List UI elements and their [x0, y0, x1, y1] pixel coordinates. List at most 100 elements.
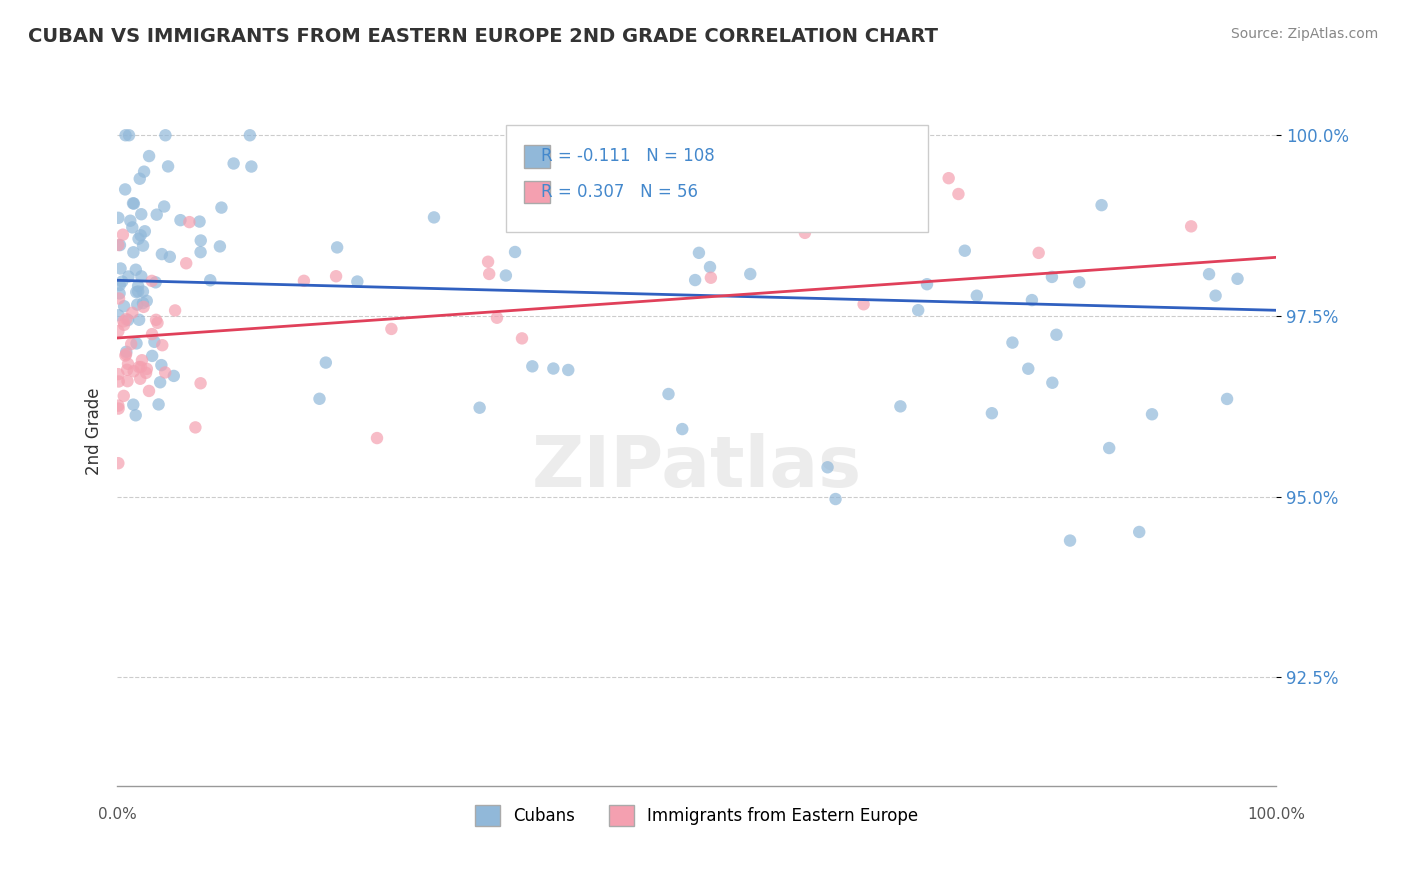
- Immigrants from Eastern Europe: [117, 374, 139, 388]
- Cubans: [141, 349, 163, 363]
- Cubans: [503, 245, 526, 260]
- Cubans: [889, 400, 911, 414]
- Cubans: [125, 336, 148, 351]
- Cubans: [673, 211, 696, 225]
- Immigrants from Eastern Europe: [617, 218, 640, 232]
- Cubans: [129, 228, 152, 243]
- Cubans: [1140, 407, 1163, 421]
- Immigrants from Eastern Europe: [117, 357, 139, 371]
- Cubans: [495, 268, 517, 283]
- Cubans: [145, 208, 167, 222]
- Cubans: [1059, 533, 1081, 548]
- Cubans: [620, 218, 643, 232]
- Cubans: [1226, 272, 1249, 286]
- Immigrants from Eastern Europe: [1180, 219, 1202, 234]
- Cubans: [209, 201, 232, 215]
- Cubans: [118, 128, 141, 143]
- Cubans: [122, 245, 145, 260]
- Immigrants from Eastern Europe: [128, 359, 150, 374]
- Cubans: [148, 397, 170, 411]
- Cubans: [127, 297, 149, 311]
- Immigrants from Eastern Europe: [107, 456, 129, 470]
- Immigrants from Eastern Europe: [325, 269, 347, 284]
- Cubans: [122, 398, 145, 412]
- Cubans: [132, 164, 155, 178]
- Cubans: [125, 409, 148, 423]
- Immigrants from Eastern Europe: [292, 274, 315, 288]
- Cubans: [150, 358, 173, 372]
- Cubans: [108, 238, 131, 252]
- Cubans: [125, 262, 148, 277]
- Cubans: [114, 182, 136, 196]
- Cubans: [915, 277, 938, 292]
- Cubans: [315, 355, 337, 369]
- Cubans: [143, 334, 166, 349]
- Immigrants from Eastern Europe: [135, 362, 157, 376]
- Cubans: [222, 156, 245, 170]
- Immigrants from Eastern Europe: [938, 171, 960, 186]
- Immigrants from Eastern Europe: [115, 312, 138, 326]
- Cubans: [208, 239, 231, 253]
- Cubans: [132, 285, 155, 299]
- Cubans: [145, 276, 167, 290]
- Cubans: [1098, 441, 1121, 455]
- Cubans: [543, 361, 565, 376]
- Immigrants from Eastern Europe: [111, 227, 134, 242]
- Cubans: [188, 214, 211, 228]
- Immigrants from Eastern Europe: [380, 322, 402, 336]
- Immigrants from Eastern Europe: [145, 313, 167, 327]
- Cubans: [824, 491, 846, 506]
- Immigrants from Eastern Europe: [112, 318, 135, 332]
- Cubans: [159, 250, 181, 264]
- Cubans: [149, 376, 172, 390]
- Immigrants from Eastern Europe: [107, 375, 129, 389]
- Cubans: [163, 368, 186, 383]
- Immigrants from Eastern Europe: [107, 401, 129, 416]
- Cubans: [1017, 361, 1039, 376]
- Cubans: [346, 275, 368, 289]
- Immigrants from Eastern Europe: [366, 431, 388, 445]
- Cubans: [110, 261, 132, 276]
- Immigrants from Eastern Europe: [132, 300, 155, 314]
- Cubans: [1216, 392, 1239, 406]
- Text: R = 0.307   N = 56: R = 0.307 N = 56: [541, 183, 699, 201]
- Cubans: [1045, 327, 1067, 342]
- Immigrants from Eastern Europe: [478, 267, 501, 281]
- Cubans: [522, 359, 544, 374]
- Cubans: [117, 269, 139, 284]
- Immigrants from Eastern Europe: [115, 347, 138, 361]
- Legend: Cubans, Immigrants from Eastern Europe: Cubans, Immigrants from Eastern Europe: [467, 797, 927, 834]
- Immigrants from Eastern Europe: [174, 256, 197, 270]
- Text: R = -0.111   N = 108: R = -0.111 N = 108: [541, 147, 716, 165]
- Immigrants from Eastern Europe: [700, 270, 723, 285]
- Cubans: [190, 245, 212, 260]
- Immigrants from Eastern Europe: [121, 306, 143, 320]
- Cubans: [907, 303, 929, 318]
- Immigrants from Eastern Europe: [114, 349, 136, 363]
- Immigrants from Eastern Europe: [107, 367, 129, 381]
- Immigrants from Eastern Europe: [150, 338, 173, 352]
- Cubans: [122, 196, 145, 211]
- Immigrants from Eastern Europe: [122, 364, 145, 378]
- Immigrants from Eastern Europe: [120, 337, 142, 351]
- Cubans: [107, 211, 129, 225]
- Cubans: [132, 296, 155, 310]
- Cubans: [1198, 267, 1220, 281]
- Immigrants from Eastern Europe: [135, 366, 157, 380]
- Cubans: [108, 286, 131, 301]
- Cubans: [157, 160, 180, 174]
- Immigrants from Eastern Europe: [115, 363, 138, 377]
- Cubans: [1069, 275, 1091, 289]
- Immigrants from Eastern Europe: [179, 215, 201, 229]
- Cubans: [953, 244, 976, 258]
- Cubans: [153, 200, 176, 214]
- Cubans: [131, 269, 153, 284]
- Cubans: [699, 260, 721, 274]
- Immigrants from Eastern Europe: [107, 324, 129, 338]
- Cubans: [740, 267, 762, 281]
- Cubans: [503, 137, 526, 152]
- Cubans: [634, 128, 657, 143]
- Cubans: [683, 273, 706, 287]
- Immigrants from Eastern Europe: [112, 314, 135, 328]
- Cubans: [966, 289, 988, 303]
